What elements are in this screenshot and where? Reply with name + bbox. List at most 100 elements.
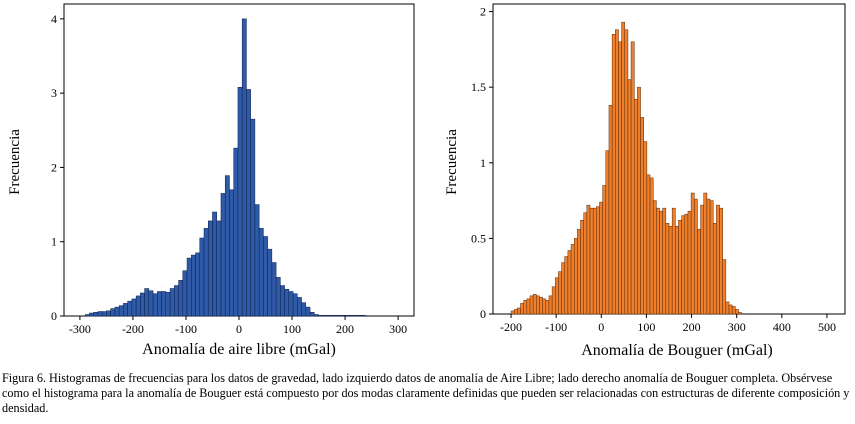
left-bar xyxy=(224,175,230,317)
left-bar xyxy=(301,302,307,317)
left-bar xyxy=(267,248,273,317)
left-bar xyxy=(84,314,90,317)
right-bar xyxy=(599,201,603,315)
left-bar xyxy=(263,236,268,317)
right-bar xyxy=(589,207,594,315)
right-x-tick-label: 400 xyxy=(773,320,791,334)
left-bar xyxy=(220,193,226,317)
right-bar xyxy=(722,259,727,315)
left-bar xyxy=(356,315,362,317)
right-bar xyxy=(551,286,556,315)
left-bar xyxy=(246,89,251,317)
left-bar xyxy=(161,291,167,317)
right-bar xyxy=(684,213,689,315)
right-bar xyxy=(668,226,673,315)
right-x-tick-label: 0 xyxy=(598,320,604,334)
right-y-ticks: 0 0.5 1 1.5 2 xyxy=(471,5,493,321)
left-bar xyxy=(275,277,281,317)
right-bar xyxy=(539,297,543,315)
left-bar xyxy=(237,86,243,317)
left-bar xyxy=(144,288,150,317)
left-bar xyxy=(258,228,264,317)
left-bar xyxy=(152,293,158,317)
right-bar xyxy=(517,307,521,315)
left-bar xyxy=(250,118,256,317)
right-bar xyxy=(697,229,701,315)
right-bar xyxy=(573,238,578,315)
left-bar xyxy=(195,252,201,317)
left-bar xyxy=(305,306,311,317)
right-bar xyxy=(675,226,679,315)
left-bar xyxy=(339,315,345,317)
right-x-tick-label: 200 xyxy=(683,320,701,334)
left-bar xyxy=(331,315,336,317)
right-bar xyxy=(709,200,714,315)
right-bar xyxy=(605,150,610,315)
left-bar xyxy=(322,315,328,317)
free-air-histogram: -300 -200 -100 0 100 200 300 0 1 2 3 4 Anomalía de… xyxy=(7,3,415,358)
right-bar xyxy=(564,256,569,315)
left-bar xyxy=(216,220,222,317)
right-bar xyxy=(652,200,657,315)
left-bar xyxy=(254,204,260,317)
right-y-tick-label: 2 xyxy=(480,5,486,19)
left-y-tick-label: 2 xyxy=(51,160,57,174)
left-bar xyxy=(318,315,324,317)
left-bar xyxy=(326,315,332,317)
right-bar xyxy=(700,204,705,315)
right-bar xyxy=(678,219,682,315)
right-bar xyxy=(542,298,547,315)
right-bar xyxy=(586,204,591,315)
right-bar xyxy=(532,294,537,315)
left-bar xyxy=(199,237,205,317)
right-y-tick-label: 0.5 xyxy=(471,231,486,245)
right-bar xyxy=(637,86,641,315)
left-bar xyxy=(140,292,145,317)
right-bar xyxy=(583,212,588,315)
right-bar xyxy=(738,312,742,315)
left-bar xyxy=(212,211,217,317)
right-bar xyxy=(719,207,723,315)
right-x-tick-label: 300 xyxy=(728,320,746,334)
left-y-axis-label: Frecuencia xyxy=(7,129,23,195)
left-bar xyxy=(233,147,239,317)
left-bar xyxy=(123,303,128,317)
left-bar xyxy=(314,314,319,317)
left-bar xyxy=(284,289,290,317)
right-bar xyxy=(716,204,720,315)
left-bar xyxy=(360,315,366,317)
right-bar xyxy=(545,300,550,315)
left-bar xyxy=(207,220,213,317)
right-bar xyxy=(618,41,622,315)
right-bar xyxy=(615,29,619,315)
left-bar xyxy=(165,291,171,317)
left-bar xyxy=(271,262,277,317)
right-bar xyxy=(567,250,572,315)
left-bar xyxy=(297,297,302,317)
left-x-tick-label: 100 xyxy=(283,322,301,336)
right-bars xyxy=(510,21,742,315)
right-y-axis-label: Frecuencia xyxy=(444,129,460,195)
right-bar xyxy=(580,219,584,315)
right-bar xyxy=(725,301,730,315)
left-bar xyxy=(174,285,179,317)
right-bar xyxy=(634,99,638,315)
left-bar xyxy=(292,293,298,317)
left-x-tick-label: -300 xyxy=(69,322,91,336)
right-bar xyxy=(731,306,736,315)
right-bar xyxy=(643,141,648,315)
left-x-ticks: -300 -200 -100 0 100 200 300 xyxy=(69,316,407,336)
right-bar xyxy=(577,229,581,315)
left-x-tick-label: -100 xyxy=(175,322,197,336)
right-bar xyxy=(694,198,698,315)
left-bar xyxy=(241,18,247,317)
right-bar xyxy=(602,185,607,315)
left-bar xyxy=(110,308,116,317)
left-bar xyxy=(203,228,209,317)
left-bar xyxy=(178,280,184,317)
right-bar xyxy=(649,177,654,315)
left-y-tick-label: 0 xyxy=(51,309,57,323)
left-bar xyxy=(135,295,141,317)
right-bar xyxy=(621,21,626,315)
